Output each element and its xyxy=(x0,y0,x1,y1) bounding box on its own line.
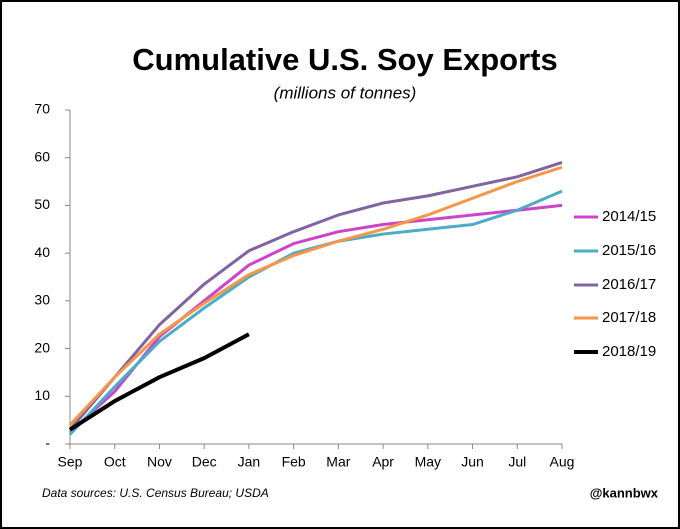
series-line xyxy=(68,161,563,431)
chart-subtitle: (millions of tonnes) xyxy=(274,83,417,102)
x-tick-label: Mar xyxy=(326,454,350,470)
legend-label: 2017/18 xyxy=(602,309,656,326)
y-tick-label: - xyxy=(45,435,50,451)
x-tick-label: Aug xyxy=(550,454,575,470)
source-note: Data sources: U.S. Census Bureau; USDA xyxy=(42,486,269,500)
x-tick-label: Sep xyxy=(58,454,83,470)
series-line xyxy=(68,332,250,432)
y-tick-label: 70 xyxy=(34,101,50,117)
y-tick-label: 60 xyxy=(34,148,50,164)
legend-label: 2016/17 xyxy=(602,276,656,293)
series-line xyxy=(68,165,563,426)
x-tick-label: Jan xyxy=(238,454,261,470)
x-tick-label: Feb xyxy=(282,454,306,470)
y-tick-label: 40 xyxy=(34,244,50,260)
x-tick-label: Nov xyxy=(147,454,172,470)
x-tick-label: Oct xyxy=(104,454,126,470)
y-tick-label: 20 xyxy=(34,339,50,355)
x-tick-label: Jul xyxy=(508,454,526,470)
y-tick-label: 50 xyxy=(34,196,50,212)
x-tick-label: Apr xyxy=(372,454,394,470)
x-tick-label: May xyxy=(415,454,441,470)
series-line xyxy=(68,203,563,434)
legend-label: 2014/15 xyxy=(602,208,656,225)
y-tick-label: 30 xyxy=(34,292,50,308)
x-tick-label: Dec xyxy=(192,454,217,470)
legend-label: 2015/16 xyxy=(602,242,656,259)
x-tick-label: Jun xyxy=(461,454,484,470)
credit: @kannbwx xyxy=(590,485,659,500)
chart-title: Cumulative U.S. Soy Exports xyxy=(132,42,558,77)
y-tick-label: 10 xyxy=(34,387,50,403)
legend-label: 2018/19 xyxy=(602,343,656,360)
